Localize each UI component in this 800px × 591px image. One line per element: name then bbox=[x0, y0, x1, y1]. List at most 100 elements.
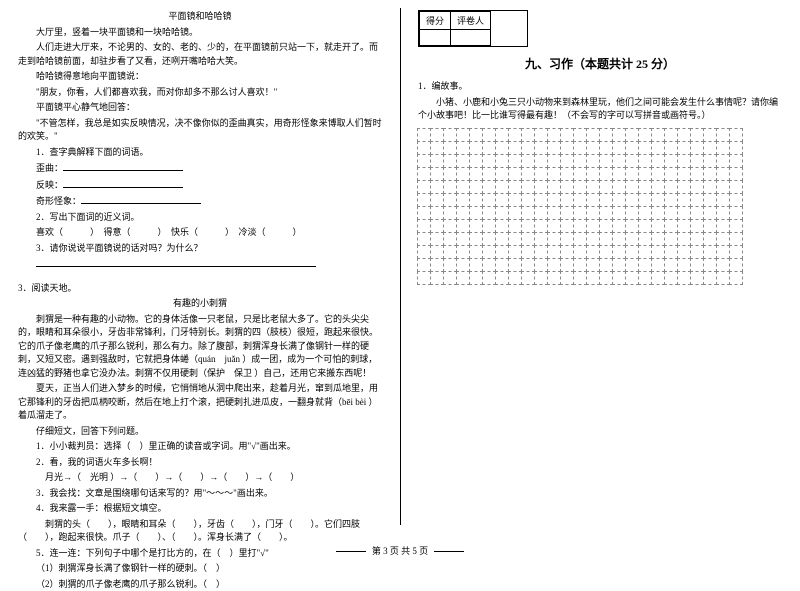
grid-cell[interactable] bbox=[651, 219, 665, 233]
grid-cell[interactable] bbox=[508, 206, 522, 220]
grid-cell[interactable] bbox=[651, 245, 665, 259]
grid-cell[interactable] bbox=[664, 258, 678, 272]
grid-cell[interactable] bbox=[586, 206, 600, 220]
grid-cell[interactable] bbox=[469, 232, 483, 246]
grid-cell[interactable] bbox=[716, 232, 730, 246]
grid-cell[interactable] bbox=[638, 219, 652, 233]
grid-cell[interactable] bbox=[690, 193, 704, 207]
grid-cell[interactable] bbox=[638, 167, 652, 181]
grid-cell[interactable] bbox=[482, 154, 496, 168]
grid-cell[interactable] bbox=[417, 206, 431, 220]
grid-cell[interactable] bbox=[547, 206, 561, 220]
grid-cell[interactable] bbox=[586, 128, 600, 142]
grid-cell[interactable] bbox=[664, 232, 678, 246]
grid-cell[interactable] bbox=[573, 128, 587, 142]
grid-cell[interactable] bbox=[625, 206, 639, 220]
grid-cell[interactable] bbox=[495, 193, 509, 207]
grid-cell[interactable] bbox=[677, 232, 691, 246]
grid-cell[interactable] bbox=[716, 206, 730, 220]
grid-cell[interactable] bbox=[469, 206, 483, 220]
grid-cell[interactable] bbox=[599, 206, 613, 220]
grid-cell[interactable] bbox=[508, 258, 522, 272]
grid-cell[interactable] bbox=[586, 219, 600, 233]
grid-cell[interactable] bbox=[430, 206, 444, 220]
grid-cell[interactable] bbox=[547, 245, 561, 259]
grid-cell[interactable] bbox=[417, 219, 431, 233]
grid-cell[interactable] bbox=[612, 258, 626, 272]
grid-cell[interactable] bbox=[560, 141, 574, 155]
blank[interactable] bbox=[63, 161, 183, 171]
grid-cell[interactable] bbox=[482, 167, 496, 181]
grid-cell[interactable] bbox=[716, 271, 730, 285]
grid-cell[interactable] bbox=[534, 154, 548, 168]
grid-cell[interactable] bbox=[599, 232, 613, 246]
grid-cell[interactable] bbox=[586, 180, 600, 194]
grid-cell[interactable] bbox=[443, 167, 457, 181]
grid-cell[interactable] bbox=[456, 154, 470, 168]
grid-cell[interactable] bbox=[677, 141, 691, 155]
grid-cell[interactable] bbox=[638, 245, 652, 259]
grid-cell[interactable] bbox=[625, 271, 639, 285]
grid-cell[interactable] bbox=[547, 128, 561, 142]
grid-cell[interactable] bbox=[547, 167, 561, 181]
grid-cell[interactable] bbox=[430, 193, 444, 207]
grid-cell[interactable] bbox=[443, 271, 457, 285]
grid-cell[interactable] bbox=[573, 141, 587, 155]
grid-cell[interactable] bbox=[495, 219, 509, 233]
grid-cell[interactable] bbox=[417, 167, 431, 181]
grid-cell[interactable] bbox=[651, 206, 665, 220]
grid-cell[interactable] bbox=[703, 271, 717, 285]
grid-cell[interactable] bbox=[677, 219, 691, 233]
grid-cell[interactable] bbox=[560, 154, 574, 168]
grid-cell[interactable] bbox=[469, 193, 483, 207]
grid-cell[interactable] bbox=[430, 167, 444, 181]
grid-cell[interactable] bbox=[560, 232, 574, 246]
grid-cell[interactable] bbox=[729, 258, 743, 272]
grid-cell[interactable] bbox=[690, 219, 704, 233]
grid-cell[interactable] bbox=[547, 258, 561, 272]
grid-cell[interactable] bbox=[729, 232, 743, 246]
grid-cell[interactable] bbox=[560, 271, 574, 285]
grid-cell[interactable] bbox=[729, 180, 743, 194]
grid-cell[interactable] bbox=[417, 128, 431, 142]
grid-cell[interactable] bbox=[690, 258, 704, 272]
grid-cell[interactable] bbox=[625, 154, 639, 168]
grid-cell[interactable] bbox=[612, 141, 626, 155]
grid-cell[interactable] bbox=[599, 180, 613, 194]
grid-cell[interactable] bbox=[716, 258, 730, 272]
grid-cell[interactable] bbox=[664, 128, 678, 142]
grid-cell[interactable] bbox=[560, 206, 574, 220]
grid-cell[interactable] bbox=[586, 271, 600, 285]
grid-cell[interactable] bbox=[443, 245, 457, 259]
grid-cell[interactable] bbox=[677, 193, 691, 207]
grid-cell[interactable] bbox=[625, 245, 639, 259]
grid-cell[interactable] bbox=[534, 128, 548, 142]
writing-grid[interactable] bbox=[418, 129, 782, 285]
grid-cell[interactable] bbox=[495, 232, 509, 246]
grid-cell[interactable] bbox=[664, 271, 678, 285]
grid-cell[interactable] bbox=[430, 232, 444, 246]
grid-cell[interactable] bbox=[625, 141, 639, 155]
grid-cell[interactable] bbox=[664, 206, 678, 220]
grid-cell[interactable] bbox=[573, 232, 587, 246]
grid-cell[interactable] bbox=[521, 232, 535, 246]
grid-cell[interactable] bbox=[495, 167, 509, 181]
grid-cell[interactable] bbox=[690, 141, 704, 155]
grid-cell[interactable] bbox=[586, 193, 600, 207]
grid-cell[interactable] bbox=[612, 167, 626, 181]
blank[interactable] bbox=[81, 194, 201, 204]
grid-cell[interactable] bbox=[508, 232, 522, 246]
grid-cell[interactable] bbox=[638, 154, 652, 168]
grid-cell[interactable] bbox=[417, 232, 431, 246]
grid-cell[interactable] bbox=[638, 193, 652, 207]
grid-cell[interactable] bbox=[690, 167, 704, 181]
grid-cell[interactable] bbox=[534, 219, 548, 233]
grid-cell[interactable] bbox=[716, 193, 730, 207]
grid-cell[interactable] bbox=[690, 154, 704, 168]
grid-cell[interactable] bbox=[612, 128, 626, 142]
grid-cell[interactable] bbox=[521, 271, 535, 285]
grid-cell[interactable] bbox=[443, 128, 457, 142]
grid-cell[interactable] bbox=[430, 271, 444, 285]
score-cell[interactable] bbox=[420, 30, 451, 46]
grid-cell[interactable] bbox=[625, 128, 639, 142]
